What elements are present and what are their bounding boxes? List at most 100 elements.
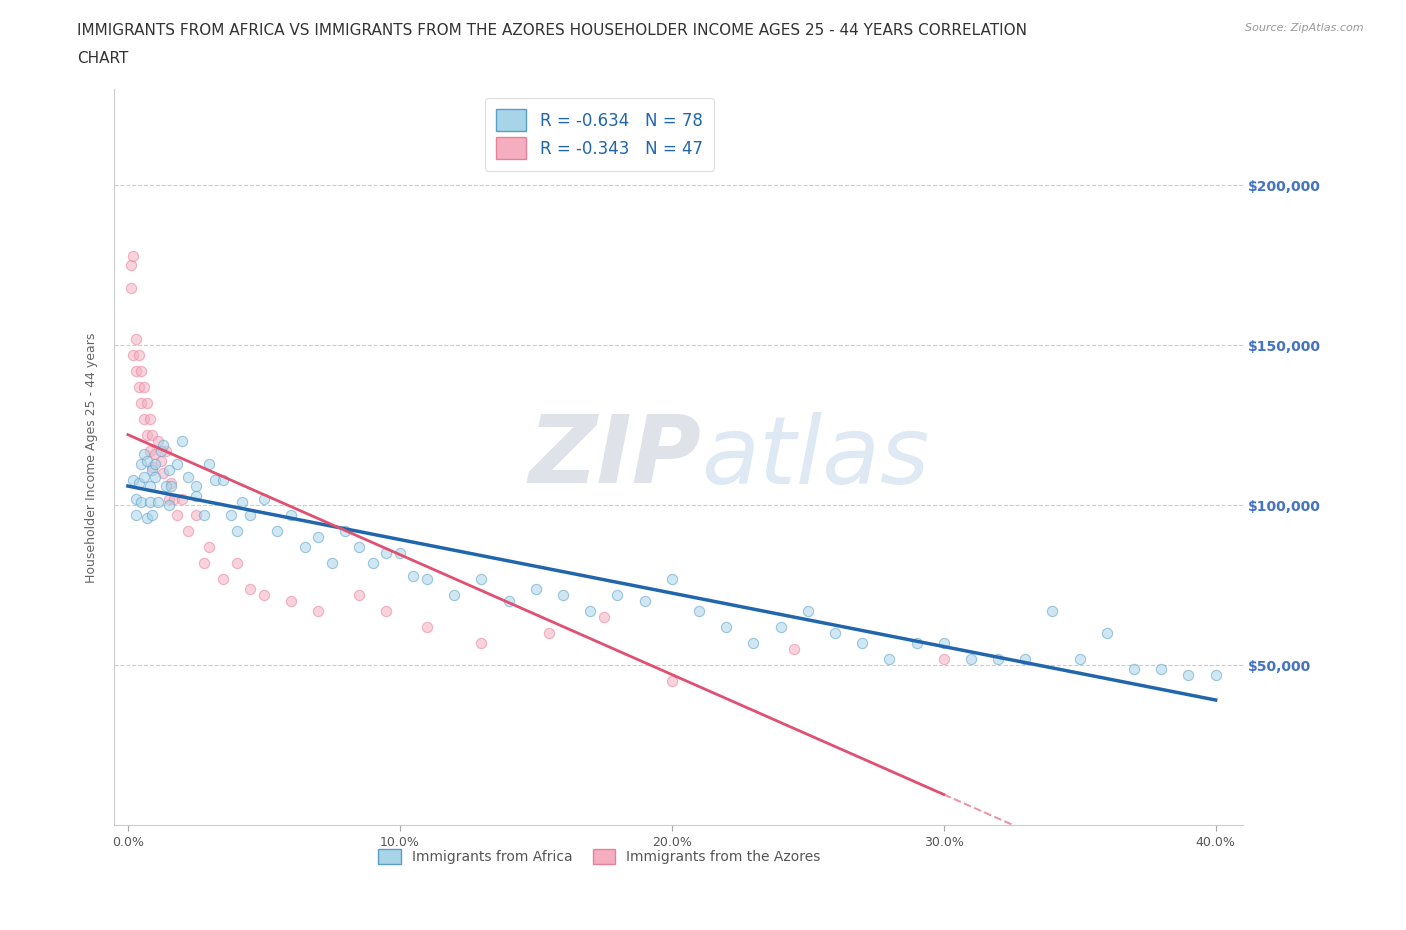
Point <box>524 581 547 596</box>
Point <box>163 492 186 507</box>
Point <box>796 604 818 618</box>
Point <box>122 472 145 487</box>
Point <box>1150 661 1173 676</box>
Point <box>416 572 439 587</box>
Point <box>198 539 221 554</box>
Point <box>141 508 163 523</box>
Point <box>204 472 226 487</box>
Point <box>157 463 180 478</box>
Point <box>219 508 242 523</box>
Point <box>135 395 157 410</box>
Point <box>122 248 145 263</box>
Point <box>592 610 614 625</box>
Point <box>960 652 983 667</box>
Point <box>128 475 150 490</box>
Point <box>1095 626 1118 641</box>
Point <box>155 444 177 458</box>
Point <box>146 495 169 510</box>
Point <box>266 524 288 538</box>
Point <box>498 594 520 609</box>
Point <box>388 546 411 561</box>
Point <box>143 446 166 461</box>
Point <box>184 479 207 494</box>
Point <box>402 568 425 583</box>
Point <box>905 635 928 650</box>
Point <box>1042 604 1064 618</box>
Point <box>138 495 160 510</box>
Point <box>361 555 384 570</box>
Point <box>134 379 156 394</box>
Point <box>141 428 163 443</box>
Point <box>714 619 737 634</box>
Point <box>231 495 253 510</box>
Point <box>987 652 1010 667</box>
Point <box>138 444 160 458</box>
Text: CHART: CHART <box>77 51 129 66</box>
Point <box>166 457 188 472</box>
Point <box>184 508 207 523</box>
Point <box>134 446 156 461</box>
Point <box>551 588 574 603</box>
Point <box>294 539 316 554</box>
Point <box>321 555 343 570</box>
Point <box>134 411 156 426</box>
Point <box>120 280 142 295</box>
Point <box>143 457 166 472</box>
Point <box>606 588 628 603</box>
Point <box>1177 668 1199 683</box>
Point <box>152 437 174 452</box>
Point <box>280 594 302 609</box>
Point <box>1069 652 1091 667</box>
Point <box>579 604 602 618</box>
Text: atlas: atlas <box>702 412 929 503</box>
Point <box>851 635 873 650</box>
Point <box>335 524 357 538</box>
Point <box>1205 668 1227 683</box>
Point <box>661 572 683 587</box>
Point <box>131 495 153 510</box>
Text: ZIP: ZIP <box>529 411 702 503</box>
Point <box>443 588 465 603</box>
Point <box>661 674 683 689</box>
Point <box>742 635 765 650</box>
Point <box>135 453 157 468</box>
Point <box>131 395 153 410</box>
Point <box>149 444 172 458</box>
Point <box>212 572 235 587</box>
Point <box>1123 661 1146 676</box>
Point <box>879 652 901 667</box>
Point <box>225 555 247 570</box>
Point <box>160 479 183 494</box>
Point <box>184 488 207 503</box>
Point <box>125 364 148 379</box>
Point <box>347 539 370 554</box>
Point <box>307 604 329 618</box>
Point <box>176 524 198 538</box>
Point <box>166 508 188 523</box>
Point <box>416 619 439 634</box>
Point <box>138 479 160 494</box>
Point <box>198 457 221 472</box>
Point <box>135 428 157 443</box>
Point <box>280 508 302 523</box>
Point <box>470 572 492 587</box>
Text: Source: ZipAtlas.com: Source: ZipAtlas.com <box>1246 23 1364 33</box>
Point <box>769 619 792 634</box>
Point <box>193 508 215 523</box>
Point <box>149 453 172 468</box>
Point <box>212 472 235 487</box>
Point <box>134 469 156 484</box>
Point <box>152 466 174 481</box>
Point <box>538 626 561 641</box>
Point <box>932 635 955 650</box>
Point <box>172 492 194 507</box>
Point <box>932 652 955 667</box>
Point <box>157 492 180 507</box>
Point <box>135 511 157 525</box>
Point <box>125 492 148 507</box>
Point <box>146 434 169 449</box>
Point <box>193 555 215 570</box>
Point <box>347 588 370 603</box>
Y-axis label: Householder Income Ages 25 - 44 years: Householder Income Ages 25 - 44 years <box>86 332 98 582</box>
Legend: Immigrants from Africa, Immigrants from the Azores: Immigrants from Africa, Immigrants from … <box>373 844 827 870</box>
